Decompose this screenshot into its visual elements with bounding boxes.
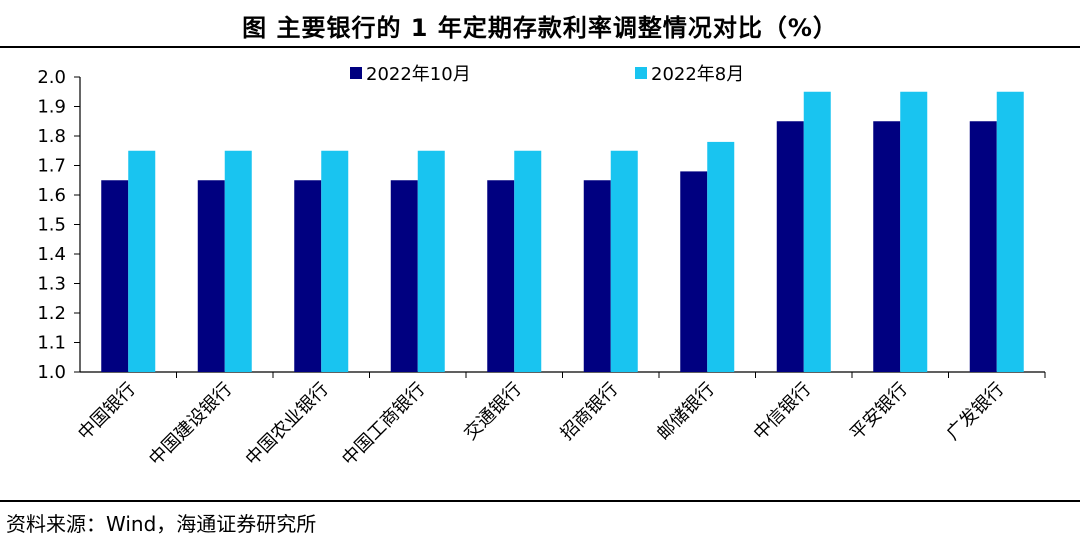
bar-aug-2022 xyxy=(417,150,445,372)
y-tick-label: 1.5 xyxy=(37,215,66,236)
chart-title: 图 主要银行的 1 年定期存款利率调整情况对比（%） xyxy=(242,13,838,42)
x-tick-label: 邮储银行 xyxy=(653,379,719,445)
y-tick-label: 1.7 xyxy=(37,156,66,177)
x-tick-label: 中信银行 xyxy=(750,379,816,445)
x-tick-label: 中国工商银行 xyxy=(338,379,429,470)
bar-oct-2022 xyxy=(583,180,611,372)
chart-title-bar: 图 主要银行的 1 年定期存款利率调整情况对比（%） xyxy=(0,0,1080,50)
x-tick-label: 招商银行 xyxy=(557,379,623,445)
bar-oct-2022 xyxy=(390,180,418,372)
bar-aug-2022 xyxy=(900,91,928,372)
top-divider xyxy=(0,46,1080,48)
bar-aug-2022 xyxy=(128,150,156,372)
y-tick-label: 1.6 xyxy=(37,185,66,206)
bar-aug-2022 xyxy=(610,150,638,372)
bar-aug-2022 xyxy=(321,150,349,372)
bar-aug-2022 xyxy=(514,150,542,372)
x-tick-label: 中国农业银行 xyxy=(242,379,333,470)
bar-oct-2022 xyxy=(101,180,129,372)
x-tick-label: 中国建设银行 xyxy=(145,379,236,470)
y-tick-label: 1.2 xyxy=(37,303,66,324)
y-tick-label: 1.1 xyxy=(37,333,66,354)
y-tick-label: 1.3 xyxy=(37,274,66,295)
bar-chart: 1.0 1.1 1.2 1.3 1.4 1.5 1.6 1.7 1.8 1.9 2.0 中国银行 中国建… xyxy=(37,64,1046,470)
bar-oct-2022 xyxy=(197,180,225,372)
x-tick-label: 广发银行 xyxy=(943,379,1009,445)
y-tick-label: 2.0 xyxy=(37,67,66,88)
bottom-divider xyxy=(0,500,1080,502)
bar-oct-2022 xyxy=(294,180,322,372)
legend-swatch xyxy=(635,67,647,79)
legend-label: 2022年8月 xyxy=(651,64,744,85)
y-tick-label: 1.9 xyxy=(37,97,66,118)
bar-aug-2022 xyxy=(996,91,1024,372)
bar-aug-2022 xyxy=(224,150,252,372)
bar-oct-2022 xyxy=(487,180,515,372)
y-tick-label: 1.8 xyxy=(37,126,66,147)
legend-label: 2022年10月 xyxy=(366,64,471,85)
x-tick-label: 中国银行 xyxy=(74,379,140,445)
bar-aug-2022 xyxy=(707,141,735,372)
bar-oct-2022 xyxy=(969,121,997,372)
x-tick-label: 平安银行 xyxy=(846,379,912,445)
chart-bars xyxy=(101,91,1024,372)
x-tick-label: 交通银行 xyxy=(460,379,526,445)
source-note: 资料来源：Wind，海通证券研究所 xyxy=(6,512,317,536)
y-tick-label: 1.4 xyxy=(37,244,66,265)
chart-legend: 2022年10月 2022年8月 xyxy=(350,64,744,85)
bar-oct-2022 xyxy=(873,121,901,372)
y-tick-label: 1.0 xyxy=(37,362,66,383)
bar-oct-2022 xyxy=(680,171,708,372)
bar-aug-2022 xyxy=(803,91,831,372)
legend-swatch xyxy=(350,67,362,79)
bar-oct-2022 xyxy=(776,121,804,372)
